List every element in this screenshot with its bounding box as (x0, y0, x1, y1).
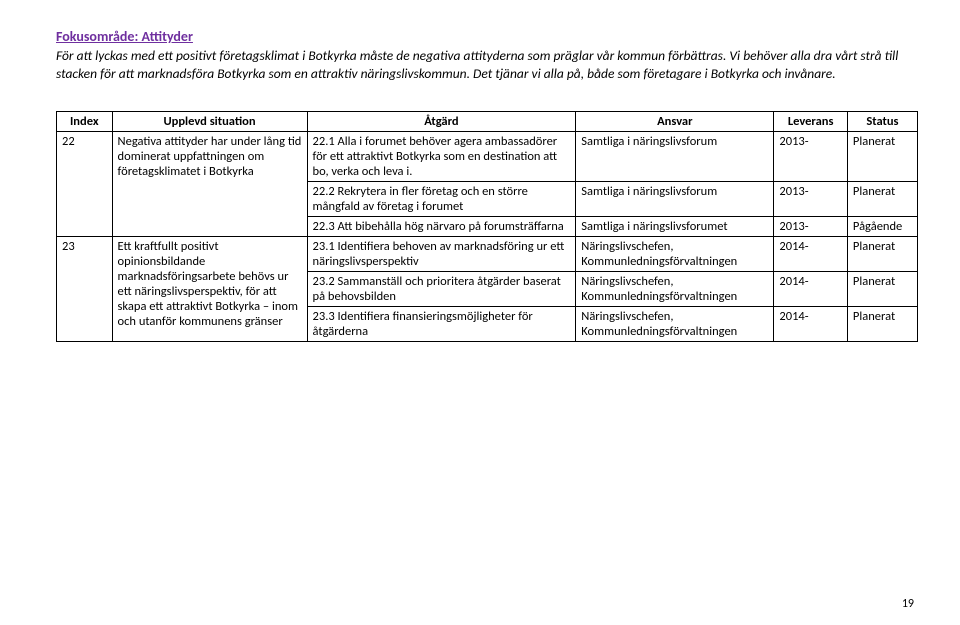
cell-atgard: 23.3 Identifiera finansieringsmöjlighete… (307, 307, 576, 342)
cell-atgard: 23.2 Sammanställ och prioritera åtgärder… (307, 272, 576, 307)
cell-ansvar: Samtliga i näringslivsforum (576, 182, 774, 217)
col-header-status: Status (847, 112, 917, 132)
cell-status: Planerat (847, 132, 917, 182)
cell-atgard: 22.2 Rekrytera in fler företag och en st… (307, 182, 576, 217)
cell-status: Pågående (847, 217, 917, 237)
table-body: 22 Negativa attityder har under lång tid… (57, 132, 918, 342)
col-header-index: Index (57, 112, 113, 132)
cell-leverans: 2014- (774, 307, 847, 342)
col-header-situation: Upplevd situation (112, 112, 307, 132)
cell-situation: Ett kraftfullt positivt opinionsbildande… (112, 237, 307, 342)
cell-ansvar: Samtliga i näringslivsforumet (576, 217, 774, 237)
table-row: 23 Ett kraftfullt positivt opinionsbilda… (57, 237, 918, 272)
cell-ansvar: Samtliga i näringslivsforum (576, 132, 774, 182)
cell-atgard: 22.1 Alla i forumet behöver agera ambass… (307, 132, 576, 182)
cell-leverans: 2013- (774, 182, 847, 217)
cell-ansvar: Näringslivschefen, Kommunledningsförvalt… (576, 237, 774, 272)
cell-leverans: 2014- (774, 237, 847, 272)
cell-status: Planerat (847, 307, 917, 342)
cell-index: 22 (57, 132, 113, 237)
col-header-atgard: Åtgärd (307, 112, 576, 132)
cell-atgard: 22.3 Att bibehålla hög närvaro på forums… (307, 217, 576, 237)
cell-leverans: 2013- (774, 217, 847, 237)
actions-table: Index Upplevd situation Åtgärd Ansvar Le… (56, 111, 918, 342)
focus-area-title: Fokusområde: Attityder (56, 28, 918, 45)
table-row: 22 Negativa attityder har under lång tid… (57, 132, 918, 182)
col-header-leverans: Leverans (774, 112, 847, 132)
table-header-row: Index Upplevd situation Åtgärd Ansvar Le… (57, 112, 918, 132)
document-page: Fokusområde: Attityder För att lyckas me… (0, 0, 960, 625)
cell-status: Planerat (847, 272, 917, 307)
cell-leverans: 2014- (774, 272, 847, 307)
intro-paragraph: För att lyckas med ett positivt företags… (56, 47, 906, 83)
cell-status: Planerat (847, 182, 917, 217)
cell-status: Planerat (847, 237, 917, 272)
cell-ansvar: Näringslivschefen, Kommunledningsförvalt… (576, 272, 774, 307)
page-number: 19 (902, 597, 914, 611)
col-header-ansvar: Ansvar (576, 112, 774, 132)
cell-index: 23 (57, 237, 113, 342)
cell-leverans: 2013- (774, 132, 847, 182)
cell-situation: Negativa attityder har under lång tid do… (112, 132, 307, 237)
cell-atgard: 23.1 Identifiera behoven av marknadsföri… (307, 237, 576, 272)
cell-ansvar: Näringslivschefen, Kommunledningsförvalt… (576, 307, 774, 342)
